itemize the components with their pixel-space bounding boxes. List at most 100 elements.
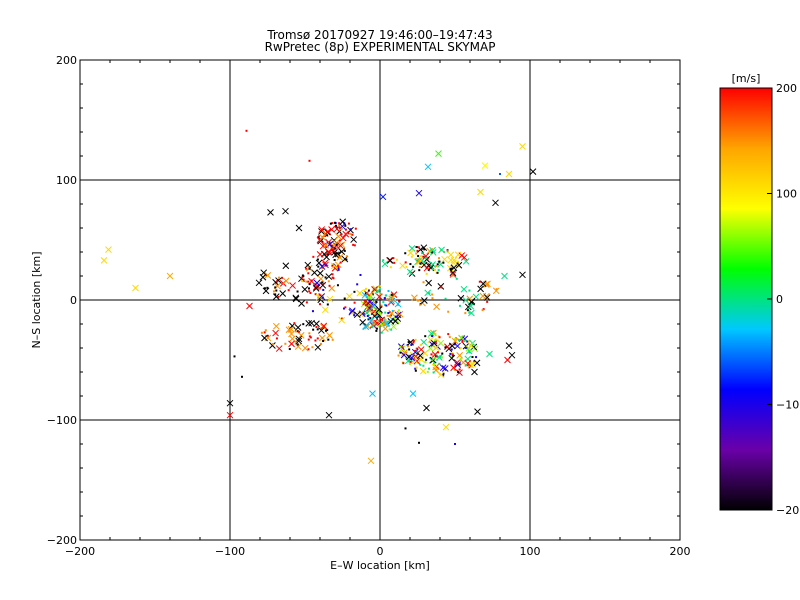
cluster-point-dot [320, 342, 323, 345]
cluster-point-dot [409, 263, 412, 266]
cluster-point-dot [344, 224, 347, 227]
cluster-point-dot [308, 267, 311, 270]
cluster-point-dot [407, 341, 410, 344]
cluster-point-dot [435, 265, 438, 268]
cluster-point-dot [404, 261, 407, 264]
cluster-point-dot [461, 339, 464, 342]
cluster-point-dot [296, 343, 299, 346]
cluster-point-dot [325, 245, 328, 248]
cluster-point-dot [432, 371, 435, 374]
cluster-point-cross [298, 300, 305, 307]
cluster-point-dot [458, 363, 461, 366]
cluster-point-dot [351, 312, 354, 315]
cluster-point-dot [324, 234, 327, 237]
cluster-point-dot [318, 303, 321, 306]
colorbar-label: [m/s] [732, 72, 761, 85]
cluster-point-cross [462, 296, 470, 304]
data-point-cross [474, 408, 481, 415]
cluster-point-cross [420, 244, 428, 252]
x-tick-label: −200 [65, 545, 95, 558]
cluster-point-cross [388, 295, 395, 303]
cluster-point-cross [264, 271, 272, 279]
cluster-point-dot [423, 248, 426, 251]
colorbar-tick-label: −100 [776, 399, 800, 412]
data-point-cross [471, 368, 478, 376]
cluster-point-cross [447, 251, 455, 259]
cluster-point-dot [364, 292, 367, 295]
cluster-point-dot [321, 267, 324, 270]
colorbar-tick-label: 0 [776, 293, 783, 306]
cluster-point-dot [486, 284, 489, 287]
cluster-point-dot [451, 353, 454, 356]
cluster-point-dot [438, 260, 441, 263]
data-point-cross [226, 399, 234, 407]
data-point-cross [424, 163, 432, 171]
cluster-point-cross [441, 365, 449, 372]
cluster-point-cross [417, 356, 425, 363]
cluster-point-dot [428, 292, 431, 295]
cluster-point-dot [471, 343, 474, 346]
cluster-point-dot [311, 310, 314, 313]
cluster-point-cross [388, 297, 396, 305]
cluster-point-dot [345, 258, 348, 261]
cluster-point-dot [316, 328, 319, 331]
cluster-point-cross [437, 371, 445, 378]
cluster-point-dot [287, 289, 290, 292]
cluster-point-cross [468, 309, 475, 317]
cluster-point-cross [282, 277, 290, 285]
cluster-point-dot [464, 312, 467, 315]
cluster-point-dot [427, 367, 430, 370]
cluster-point-dot [468, 311, 471, 314]
colorbar-tick-label: −200 [776, 504, 800, 517]
cluster-point-dot [308, 283, 311, 286]
cluster-point-cross [301, 286, 309, 293]
cluster-point-cross [261, 334, 268, 342]
cluster-point-dot [347, 222, 350, 225]
cluster-point-cross [429, 246, 436, 254]
cluster-point-dot [375, 329, 378, 332]
cluster-point-dot [382, 301, 385, 304]
cluster-point-dot [349, 232, 352, 235]
cluster-point-dot [444, 297, 447, 300]
cluster-point-dot [307, 338, 310, 341]
cluster-point-cross [292, 294, 300, 302]
data-point-dot [245, 129, 248, 132]
cluster-point-dot [365, 287, 368, 290]
cluster-point-cross [439, 364, 447, 372]
data-point-cross [442, 423, 450, 431]
cluster-point-dot [302, 278, 305, 281]
data-point-cross [367, 457, 375, 465]
cluster-point-dot [425, 358, 428, 361]
cluster-point-cross [366, 298, 374, 306]
cluster-point-dot [316, 337, 319, 340]
cluster-point-dot [328, 284, 331, 287]
cluster-point-dot [329, 222, 332, 225]
cluster-point-dot [387, 290, 390, 293]
y-tick-label: −200 [47, 534, 77, 547]
cluster-point-dot [301, 280, 304, 283]
cluster-point-cross [301, 344, 309, 352]
cluster-point-dot [410, 255, 413, 258]
colorbar-gradient [719, 87, 773, 511]
cluster-point-cross [311, 269, 318, 276]
cluster-point-dot [336, 284, 339, 287]
data-point-cross [519, 143, 526, 150]
cluster-point-cross [430, 339, 438, 347]
data-point-cross [508, 351, 516, 359]
cluster-point-dot [473, 360, 476, 363]
cluster-point-cross [318, 334, 326, 342]
cluster-point-cross [447, 256, 455, 264]
cluster-point-cross [411, 348, 419, 356]
cluster-point-dot [353, 244, 356, 247]
cluster-point-dot [397, 354, 400, 357]
cluster-point-dot [431, 293, 434, 296]
cluster-point-cross [319, 234, 327, 241]
cluster-point-cross [399, 262, 406, 270]
cluster-point-dot [424, 335, 427, 338]
cluster-point-dot [431, 297, 434, 300]
cluster-point-dot [434, 339, 437, 342]
cluster-point-cross [330, 262, 338, 270]
cluster-point-dot [338, 224, 341, 227]
cluster-point-dot [442, 374, 445, 377]
cluster-point-dot [367, 318, 370, 321]
